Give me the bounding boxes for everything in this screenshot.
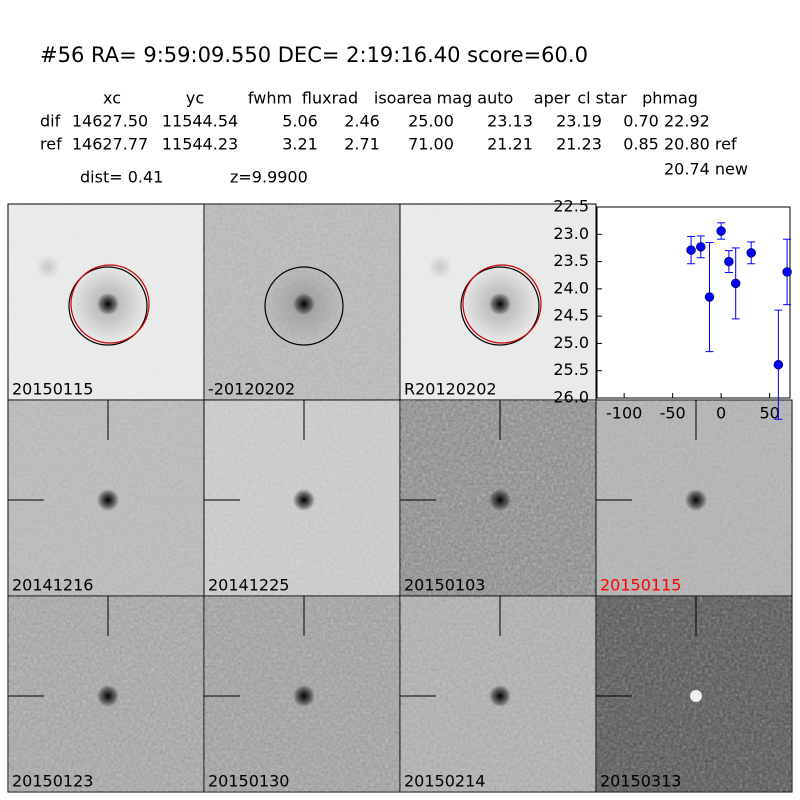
- stamp: 20150123: [7, 595, 205, 793]
- title: #56 RA= 9:59:09.550 DEC= 2:19:16.40 scor…: [40, 43, 588, 67]
- source: [97, 293, 119, 315]
- stamp-label: 20141216: [12, 576, 93, 595]
- data-point: [773, 359, 784, 370]
- stamp: 20141216: [7, 399, 205, 597]
- stamp: 20150313: [595, 595, 793, 793]
- column-header: phmag: [642, 89, 698, 108]
- x-tick-label: -50: [660, 404, 686, 423]
- y-tick-label: 23.5: [553, 251, 589, 270]
- source: [293, 685, 315, 707]
- data-point: [746, 248, 756, 258]
- aperture-ref: [70, 264, 150, 344]
- stamp-label: 20150115: [600, 576, 681, 595]
- table-cell: 71.00: [408, 135, 454, 154]
- data-point: [696, 242, 706, 252]
- plot-area: [596, 206, 791, 399]
- x-tick-label: -100: [606, 404, 642, 423]
- y-tick-label: 25.5: [553, 360, 589, 379]
- stamp: 20150130: [203, 595, 401, 793]
- stamp-label: R20120202: [404, 380, 497, 399]
- table-cell: 14627.50: [72, 112, 148, 131]
- stamp: 20150214: [399, 595, 597, 793]
- table-cell: 3.21: [282, 135, 318, 154]
- column-header: mag auto: [437, 89, 514, 108]
- table-cell: 23.13: [487, 112, 533, 131]
- aperture-ref: [462, 264, 542, 344]
- source: [489, 489, 511, 511]
- data-point: [782, 267, 792, 277]
- x-tick-label: 0: [716, 404, 726, 423]
- source: [293, 293, 315, 315]
- stamp-label: 20150115: [12, 380, 93, 399]
- source: [293, 489, 315, 511]
- source: [685, 489, 707, 511]
- row-label: ref: [40, 135, 62, 154]
- neighbor: [428, 255, 452, 279]
- row-label: dif: [40, 112, 61, 131]
- column-header: fwhm: [248, 89, 292, 108]
- column-header: aper: [534, 89, 571, 108]
- neighbor: [36, 255, 60, 279]
- source: [489, 685, 511, 707]
- table-cell: 5.06: [282, 112, 318, 131]
- table-cell: 22.92: [664, 112, 710, 131]
- source: [489, 293, 511, 315]
- source: [690, 690, 702, 702]
- table-cell: 11544.23: [162, 135, 238, 154]
- y-tick-label: 25.0: [553, 333, 589, 352]
- data-point: [724, 256, 734, 267]
- stamp: 20150115: [7, 203, 205, 401]
- data-point: [704, 292, 715, 302]
- column-header: isoarea: [374, 89, 432, 108]
- x-tick-label: 50: [759, 404, 779, 423]
- data-point: [716, 226, 726, 236]
- column-header: xc: [103, 89, 121, 108]
- table-cell: 0.85: [623, 135, 659, 154]
- column-header: yc: [186, 89, 204, 108]
- aperture: [264, 266, 344, 346]
- table-cell: 23.19: [556, 112, 602, 131]
- source: [97, 685, 119, 707]
- table-cell: 14627.77: [72, 135, 148, 154]
- stamp-label: 20150214: [404, 772, 485, 791]
- stamp-label: 20141225: [208, 576, 289, 595]
- y-tick-label: 23.0: [553, 224, 589, 243]
- column-header: cl star: [577, 89, 627, 108]
- dist: dist= 0.41: [80, 168, 163, 187]
- table-cell: 20.80 ref: [664, 135, 737, 154]
- stamp: 20150103: [399, 399, 597, 597]
- data-point: [730, 278, 741, 289]
- stamp-label: 20150130: [208, 772, 289, 791]
- data-point: [686, 245, 696, 255]
- table-cell: 25.00: [408, 112, 454, 131]
- stamp-label: 20150103: [404, 576, 485, 595]
- y-tick-label: 26.0: [553, 388, 589, 407]
- aperture: [68, 266, 148, 346]
- z: z=9.9900: [230, 168, 308, 187]
- stamp-label: -20120202: [208, 380, 295, 399]
- stamp-label: 20150123: [12, 772, 93, 791]
- column-header: fluxrad: [302, 89, 358, 108]
- y-tick-label: 22.5: [553, 197, 589, 216]
- table-cell: 21.23: [556, 135, 602, 154]
- phmag-new: 20.74 new: [664, 160, 748, 179]
- table-cell: 0.70: [623, 112, 659, 131]
- stamp: 20150115: [595, 399, 793, 597]
- table-cell: 2.71: [344, 135, 380, 154]
- table-cell: 11544.54: [162, 112, 238, 131]
- y-tick-label: 24.5: [553, 306, 589, 325]
- table-cell: 21.21: [487, 135, 533, 154]
- stamp: -20120202: [203, 203, 401, 401]
- stamp: R20120202: [399, 203, 597, 401]
- stamp: 20141225: [203, 399, 401, 597]
- aperture: [460, 266, 540, 346]
- table-cell: 2.46: [344, 112, 380, 131]
- source: [97, 489, 119, 511]
- stamp-label: 20150313: [600, 772, 681, 791]
- y-tick-label: 24.0: [553, 278, 589, 297]
